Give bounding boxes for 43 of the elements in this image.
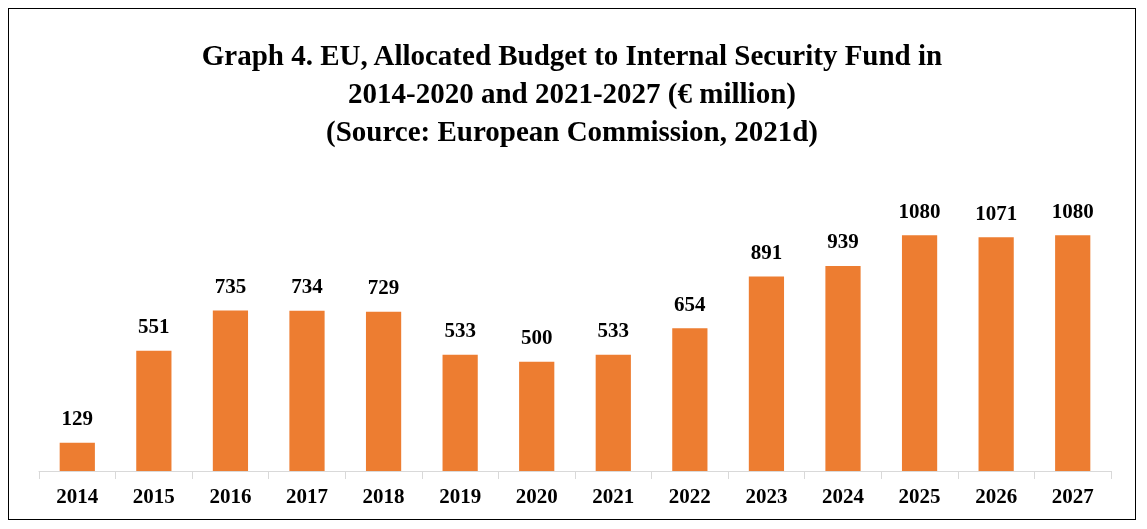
bar <box>825 265 861 471</box>
chart-title: Graph 4. EU, Allocated Budget to Internal Security Fund in 2014-2020 and 2021-2027 (€ million) (Source: European Commission, 2021d) <box>201 39 943 148</box>
data-label: 1080 <box>898 198 941 223</box>
data-label: 500 <box>520 325 553 350</box>
x-tick-label: 2020 <box>515 483 558 508</box>
bar <box>901 235 938 471</box>
bar <box>1055 235 1091 471</box>
data-label: 1071 <box>975 200 1018 225</box>
x-tick-label: 2018 <box>362 483 405 508</box>
bar <box>519 361 555 471</box>
x-tick-label: 2019 <box>439 483 482 508</box>
bar <box>365 311 402 471</box>
x-tick-label: 2027 <box>1051 483 1094 508</box>
bar <box>212 310 249 471</box>
data-label: 939 <box>827 229 859 254</box>
x-tick-label: 2022 <box>668 483 711 508</box>
bar <box>442 354 478 471</box>
x-tick-label: 2014 <box>56 483 99 508</box>
data-label: 729 <box>367 275 400 300</box>
bar <box>672 328 708 471</box>
x-tick-label: 2021 <box>592 483 635 508</box>
bar <box>978 237 1014 471</box>
bar <box>59 442 95 471</box>
x-tick-label: 2024 <box>822 483 865 508</box>
data-label: 891 <box>750 239 783 264</box>
x-tick-label: 2015 <box>132 483 175 508</box>
bar <box>136 350 172 471</box>
x-tick-label: 2016 <box>209 483 252 508</box>
data-label: 735 <box>214 274 247 299</box>
data-label: 1080 <box>1051 198 1094 223</box>
x-tick-label: 2026 <box>975 483 1018 508</box>
data-label: 551 <box>138 314 170 339</box>
bar <box>289 310 325 471</box>
data-label: 533 <box>597 318 630 343</box>
x-tick-label: 2017 <box>286 483 328 508</box>
x-tick-label: 2023 <box>745 483 788 508</box>
data-label: 533 <box>444 318 476 343</box>
data-label: 654 <box>674 291 707 316</box>
bar <box>748 276 785 471</box>
data-label: 734 <box>291 274 324 299</box>
x-tick-label: 2025 <box>898 483 941 508</box>
data-label: 129 <box>61 406 94 431</box>
bar <box>595 354 631 471</box>
